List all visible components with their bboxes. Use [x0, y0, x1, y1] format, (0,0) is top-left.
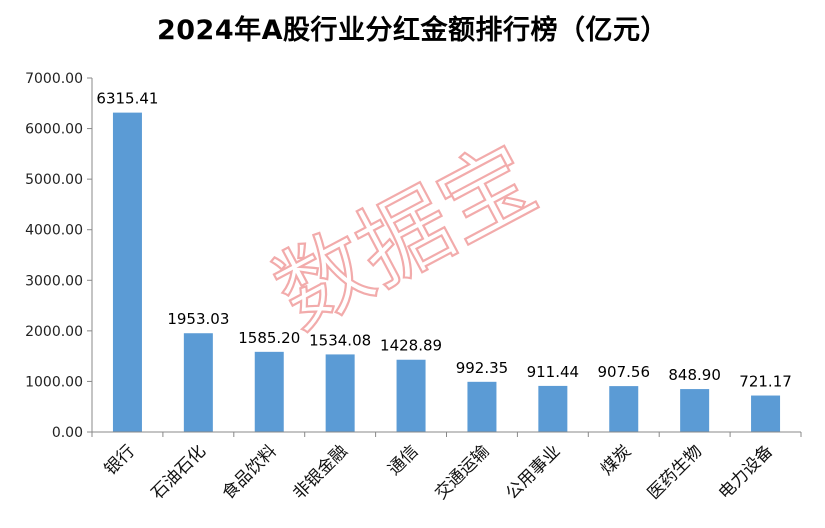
y-tick-label: 1000.00: [25, 374, 83, 390]
y-tick-label: 3000.00: [25, 273, 83, 289]
x-category-label: 医药生物: [644, 441, 706, 503]
bar: [467, 381, 497, 432]
bar: [325, 354, 355, 432]
data-label: 907.56: [598, 363, 651, 381]
y-tick-label: 2000.00: [25, 324, 83, 340]
data-label: 1428.89: [380, 337, 442, 355]
y-tick-label: 4000.00: [25, 223, 83, 239]
bar: [680, 389, 710, 432]
x-category-label: 公用事业: [502, 441, 564, 503]
bar: [751, 395, 781, 432]
watermark: 数据宝: [257, 124, 553, 350]
bar: [396, 359, 426, 432]
bars: 6315.41 1953.03 1585.20 1534.08 1428.89 992.3…: [96, 90, 792, 432]
data-label: 992.35: [456, 359, 509, 377]
bar: [538, 385, 568, 432]
y-tick-label: 0.00: [52, 425, 83, 441]
y-tick-label: 6000.00: [25, 122, 83, 138]
x-category-label: 食品饮料: [219, 441, 281, 503]
bar: [609, 386, 639, 432]
x-category-label: 非银金融: [289, 441, 351, 503]
data-label: 911.44: [527, 363, 580, 381]
x-category-label: 石油石化: [148, 441, 210, 503]
x-category-label: 银行: [101, 441, 139, 479]
x-category-label: 交通运输: [431, 441, 493, 503]
chart-title: 2024年A股行业分红金额排行榜（亿元）: [156, 15, 669, 46]
x-category-label: 煤炭: [597, 441, 635, 479]
bar: [112, 112, 142, 432]
data-label: 1534.08: [309, 331, 371, 349]
data-label: 848.90: [668, 366, 721, 384]
x-category-label: 通信: [384, 441, 422, 479]
bar: [254, 351, 284, 432]
y-axis: 0.00 1000.00 2000.00 3000.00 4000.00 5000.00 6…: [25, 71, 93, 441]
watermark-text: 数据宝: [258, 125, 552, 349]
y-tick-label: 5000.00: [25, 172, 83, 188]
x-axis: 银行 石油石化 食品饮料 非银金融 通信 交通运输 公用事业 煤炭 医药生物 电力设备: [91, 431, 802, 504]
y-tick-label: 7000.00: [25, 71, 83, 87]
data-label: 721.17: [739, 373, 792, 391]
data-label: 6315.41: [96, 90, 158, 108]
x-category-label: 电力设备: [715, 441, 777, 503]
data-label: 1585.20: [238, 329, 300, 347]
data-label: 1953.03: [167, 310, 229, 328]
bar: [183, 333, 213, 432]
